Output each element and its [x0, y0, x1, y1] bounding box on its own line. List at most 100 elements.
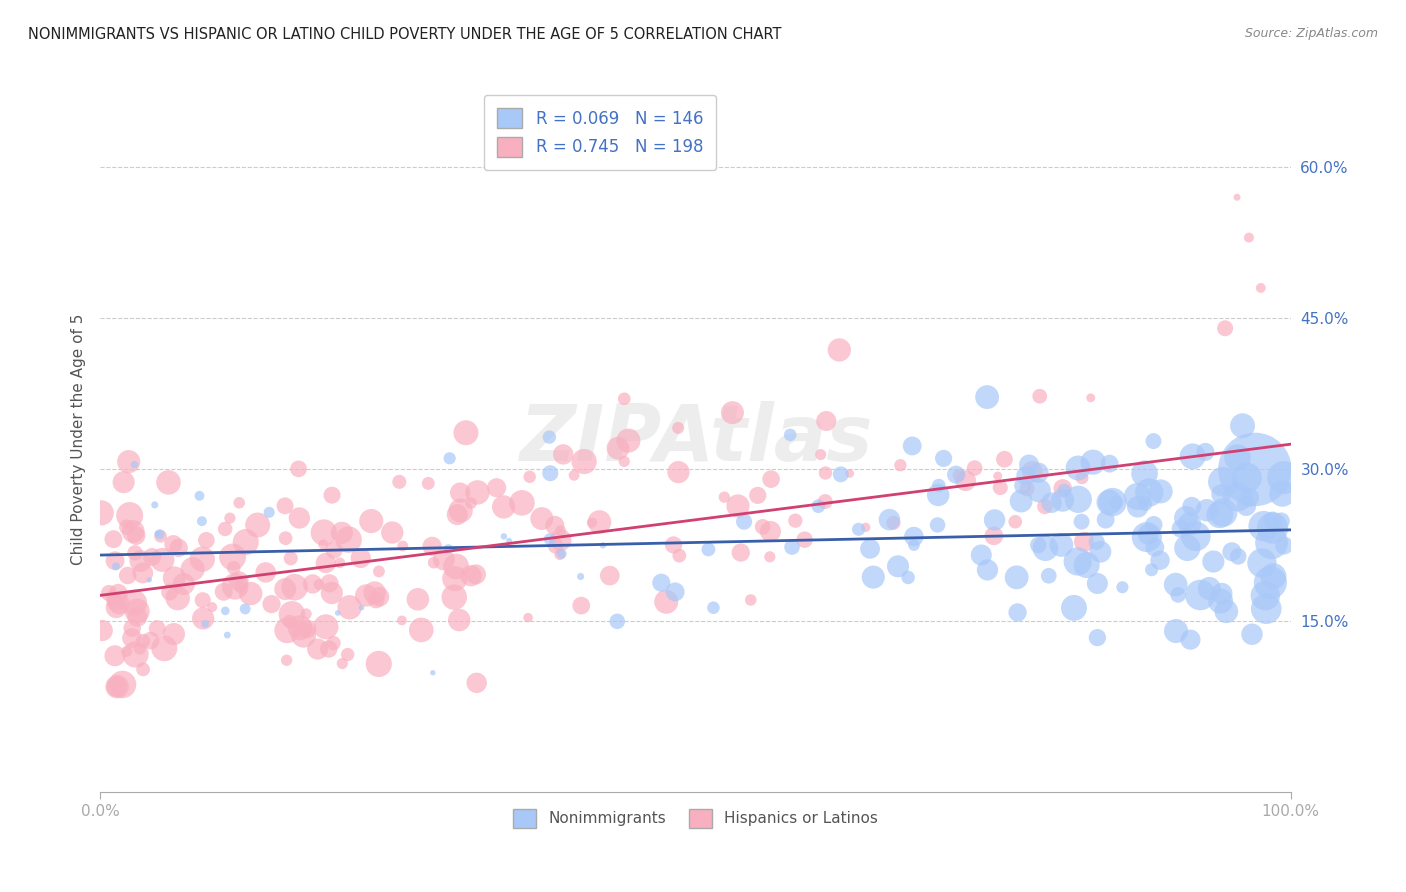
- Point: [162, 537, 184, 551]
- Point: [538, 467, 561, 481]
- Point: [963, 461, 986, 475]
- Point: [1142, 434, 1164, 448]
- Point: [889, 458, 911, 473]
- Point: [1010, 494, 1032, 508]
- Point: [562, 468, 585, 483]
- Point: [1137, 527, 1160, 541]
- Point: [287, 462, 309, 476]
- Point: [550, 547, 572, 561]
- Point: [1143, 517, 1166, 532]
- Point: [315, 620, 337, 634]
- Point: [1185, 529, 1208, 543]
- Point: [1212, 475, 1234, 489]
- Point: [1237, 230, 1260, 244]
- Point: [124, 546, 146, 560]
- Point: [301, 577, 323, 591]
- Point: [1240, 627, 1263, 641]
- Point: [465, 567, 488, 582]
- Point: [315, 556, 337, 570]
- Point: [391, 539, 413, 553]
- Point: [219, 511, 242, 525]
- Point: [1209, 508, 1232, 522]
- Point: [550, 533, 572, 547]
- Point: [993, 452, 1015, 467]
- Point: [1105, 495, 1128, 509]
- Point: [1028, 466, 1050, 480]
- Point: [1261, 514, 1284, 528]
- Point: [927, 488, 949, 502]
- Point: [337, 533, 360, 547]
- Point: [152, 553, 174, 567]
- Point: [1067, 492, 1090, 507]
- Point: [460, 568, 482, 582]
- Point: [388, 475, 411, 489]
- Point: [308, 577, 330, 591]
- Point: [530, 511, 553, 525]
- Point: [830, 467, 852, 482]
- Point: [759, 524, 782, 539]
- Point: [181, 562, 204, 576]
- Point: [592, 538, 614, 552]
- Point: [146, 622, 169, 636]
- Point: [1175, 541, 1198, 555]
- Point: [897, 570, 920, 584]
- Point: [727, 499, 749, 513]
- Point: [1149, 553, 1171, 567]
- Point: [1195, 503, 1218, 517]
- Point: [807, 499, 830, 513]
- Point: [1167, 588, 1189, 602]
- Point: [1067, 554, 1090, 568]
- Point: [733, 515, 755, 529]
- Point: [163, 571, 186, 585]
- Point: [814, 466, 837, 480]
- Point: [312, 537, 335, 551]
- Point: [987, 469, 1010, 483]
- Point: [759, 472, 782, 486]
- Point: [1226, 450, 1249, 465]
- Point: [1136, 530, 1159, 544]
- Point: [191, 611, 214, 625]
- Point: [326, 606, 349, 620]
- Point: [1063, 600, 1085, 615]
- Point: [368, 590, 391, 604]
- Point: [1007, 606, 1029, 620]
- Point: [127, 610, 149, 624]
- Point: [903, 538, 925, 552]
- Point: [141, 549, 163, 564]
- Point: [887, 559, 910, 574]
- Point: [599, 568, 621, 582]
- Point: [104, 648, 127, 663]
- Point: [214, 604, 236, 618]
- Point: [128, 641, 150, 656]
- Point: [569, 569, 592, 583]
- Point: [747, 488, 769, 502]
- Point: [1215, 604, 1237, 618]
- Point: [492, 529, 515, 543]
- Point: [191, 593, 214, 607]
- Point: [339, 600, 361, 615]
- Point: [350, 551, 373, 566]
- Point: [278, 615, 301, 629]
- Point: [1133, 497, 1156, 511]
- Point: [364, 593, 387, 607]
- Point: [159, 585, 181, 599]
- Point: [1081, 455, 1104, 469]
- Point: [1073, 534, 1095, 549]
- Point: [188, 489, 211, 503]
- Point: [1052, 493, 1074, 508]
- Point: [855, 520, 877, 534]
- Point: [281, 607, 304, 622]
- Point: [1220, 544, 1243, 558]
- Point: [815, 414, 838, 428]
- Point: [354, 589, 377, 603]
- Point: [139, 633, 162, 648]
- Point: [422, 665, 444, 680]
- Point: [1087, 631, 1109, 645]
- Point: [1202, 555, 1225, 569]
- Point: [118, 508, 141, 523]
- Point: [517, 610, 540, 624]
- Point: [228, 496, 250, 510]
- Point: [1080, 391, 1102, 405]
- Point: [1126, 500, 1149, 514]
- Point: [1181, 500, 1204, 514]
